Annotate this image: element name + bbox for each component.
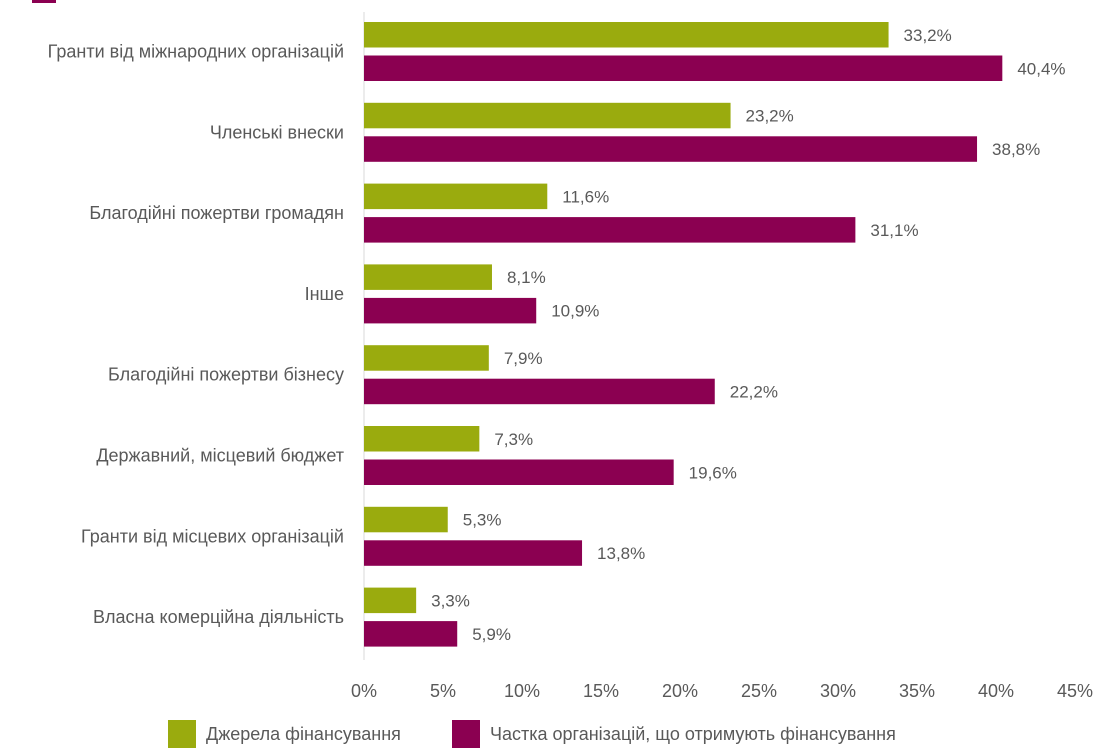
bar-sources [364,22,889,48]
bar-sources [364,264,492,290]
legend: Джерела фінансування Частка організацій,… [0,720,1093,748]
x-tick-label: 25% [741,681,777,701]
data-label: 38,8% [992,140,1040,159]
data-label: 3,3% [431,591,470,610]
category-label: Державний, місцевий бюджет [96,446,344,466]
bar-share [364,55,1003,81]
bar-share [364,217,856,243]
data-label: 31,1% [870,221,918,240]
bar-sources [364,506,448,533]
bar-sources [364,426,480,452]
data-label: 8,1% [507,268,546,287]
bar-share [364,621,458,647]
chart-plot: Гранти від міжнародних організацій 33,2% 4… [48,12,1093,701]
x-tick-label: 0% [351,681,377,701]
data-label: 11,6% [562,187,609,206]
category-label: Благодійні пожертви бізнесу [108,365,344,385]
x-tick-label: 15% [583,681,619,701]
x-tick-label: 30% [820,681,856,701]
bar-share [364,378,715,405]
category-label: Власна комерційна діяльність [93,607,344,627]
data-label: 13,8% [597,544,645,563]
legend-item-series-2: Частка організацій, що отримують фінансу… [452,720,896,748]
x-tick-label: 45% [1057,681,1093,701]
bar-sources [364,587,417,614]
x-tick-label: 5% [430,681,456,701]
bar-sources [364,183,548,210]
data-label: 23,2% [746,107,794,126]
data-label: 5,9% [472,625,511,644]
data-label: 22,2% [730,382,778,401]
bar-sources [364,345,489,371]
x-tick-label: 40% [978,681,1014,701]
legend-swatch-series-2 [452,720,480,748]
category-label: Членські внески [210,122,344,142]
x-tick-label: 20% [662,681,698,701]
corner-accent-mark [32,0,56,3]
bar-share [364,297,537,324]
category-label: Інше [305,284,344,304]
x-tick-label: 10% [504,681,540,701]
category-label: Гранти від міжнародних організацій [48,42,344,62]
category-label: Благодійні пожертви громадян [89,203,344,223]
bar-share [364,459,674,485]
data-label: 19,6% [689,463,737,482]
data-label: 7,9% [504,349,543,368]
legend-label-series-2: Частка організацій, що отримують фінансу… [490,723,896,744]
legend-swatch-series-1 [168,720,196,748]
data-label: 5,3% [463,511,502,530]
legend-label-series-1: Джерела фінансування [206,723,401,744]
legend-item-series-1: Джерела фінансування [168,720,401,748]
data-label: 7,3% [494,430,533,449]
data-label: 40,4% [1017,59,1065,78]
bar-sources [364,102,731,129]
bar-share [364,136,978,162]
bar-share [364,540,583,566]
x-tick-label: 35% [899,681,935,701]
data-label: 33,2% [904,26,952,45]
data-label: 10,9% [551,302,599,321]
category-label: Гранти від місцевих організацій [81,526,344,546]
